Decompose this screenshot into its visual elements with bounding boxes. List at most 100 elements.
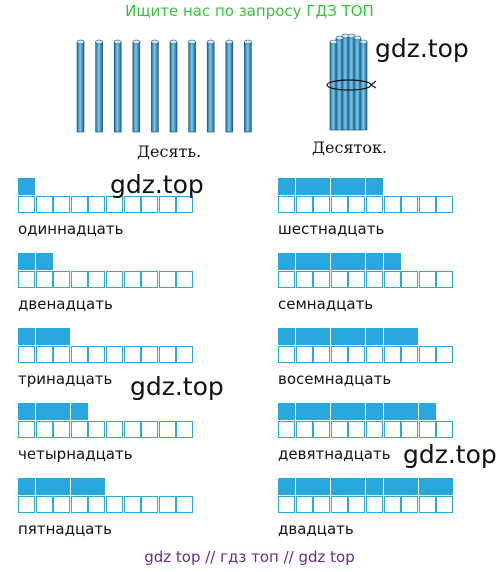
stick-end — [151, 40, 158, 44]
ten-cell — [348, 421, 365, 438]
ones-cell — [71, 478, 88, 495]
stick — [244, 42, 251, 132]
bundle-of-ten-illustration — [318, 30, 380, 136]
ten-cell — [159, 421, 176, 438]
stick — [77, 42, 84, 132]
ten-cell — [331, 196, 348, 213]
ten-cell — [106, 496, 123, 513]
promo-header: Ищите нас по запросу ГДЗ ТОП — [0, 2, 499, 20]
ones-cell — [331, 478, 348, 495]
ones-cell — [313, 478, 330, 495]
number-word: одиннадцать — [18, 220, 123, 238]
ones-cell — [36, 478, 53, 495]
ten-cell — [88, 271, 105, 288]
stick-end — [96, 40, 103, 44]
ten-cell — [18, 196, 35, 213]
ten-cell — [88, 421, 105, 438]
ten-cell — [384, 496, 401, 513]
ten-cell — [419, 196, 436, 213]
ten-cell — [124, 421, 141, 438]
stick — [96, 42, 103, 132]
number-word: двенадцать — [18, 295, 113, 313]
ones-cell — [296, 178, 313, 195]
number-word: тринадцать — [18, 370, 112, 388]
ones-cell — [313, 253, 330, 270]
ones-cell — [384, 253, 401, 270]
ten-cell — [296, 496, 313, 513]
number-word: пятнадцать — [18, 520, 112, 538]
ones-cell — [18, 478, 35, 495]
ten-cell — [331, 496, 348, 513]
ten-cell — [366, 496, 383, 513]
ten-cell — [159, 496, 176, 513]
ten-cell — [384, 271, 401, 288]
ten-cell — [366, 271, 383, 288]
ten-cell — [176, 496, 193, 513]
promo-footer: gdz top // гдз топ // gdz top — [0, 548, 499, 566]
ones-cell — [278, 403, 295, 420]
ten-cell — [366, 196, 383, 213]
ones-cell — [313, 403, 330, 420]
ones-cell — [18, 328, 35, 345]
ones-cell — [384, 403, 401, 420]
ones-cell — [366, 178, 383, 195]
ten-cell — [313, 346, 330, 363]
ten-cell — [18, 496, 35, 513]
ten-cell — [278, 346, 295, 363]
ten-cell — [18, 271, 35, 288]
ten-cell — [141, 346, 158, 363]
ones-cell — [296, 478, 313, 495]
ten-cell — [106, 421, 123, 438]
number-word: семнадцать — [278, 295, 373, 313]
ten-cell — [176, 346, 193, 363]
ones-cell — [366, 253, 383, 270]
ones-cell — [71, 403, 88, 420]
number-grid — [18, 478, 195, 514]
ten-cell — [36, 196, 53, 213]
ten-cell — [401, 271, 418, 288]
ten-cell — [71, 421, 88, 438]
stick — [226, 42, 233, 132]
stick — [207, 42, 214, 132]
ten-cell — [141, 496, 158, 513]
ones-cell — [53, 478, 70, 495]
number-grid — [278, 328, 455, 364]
ten-cell — [436, 196, 453, 213]
ten-cell — [36, 496, 53, 513]
stick-end — [77, 40, 84, 44]
ten-cell — [296, 271, 313, 288]
ten-cell — [71, 271, 88, 288]
ones-cell — [348, 253, 365, 270]
ten-cell — [384, 196, 401, 213]
ten-cell — [124, 496, 141, 513]
stick-end — [244, 40, 251, 44]
number-word: девятнадцать — [278, 445, 391, 463]
stick — [170, 42, 177, 132]
ten-cell — [313, 496, 330, 513]
ten-cell — [401, 346, 418, 363]
number-word: двадцать — [278, 520, 354, 538]
ten-cell — [53, 346, 70, 363]
ten-cell — [36, 271, 53, 288]
ones-cell — [18, 403, 35, 420]
ten-cell — [366, 421, 383, 438]
ones-cell — [18, 178, 35, 195]
stick-end — [226, 40, 233, 44]
ten-cell — [71, 496, 88, 513]
ten-cell — [53, 196, 70, 213]
ten-cell — [53, 421, 70, 438]
number-word: шестнадцать — [278, 220, 384, 238]
ones-cell — [278, 178, 295, 195]
ten-cell — [53, 271, 70, 288]
ones-cell — [419, 403, 436, 420]
ten-cell — [106, 346, 123, 363]
ten-cell — [348, 346, 365, 363]
stick — [114, 42, 121, 132]
ten-cell — [313, 196, 330, 213]
ones-cell — [419, 478, 436, 495]
ten-sticks-caption: Десять. — [137, 142, 201, 161]
ten-cell — [296, 421, 313, 438]
ten-cell — [436, 421, 453, 438]
ones-cell — [384, 328, 401, 345]
ten-cell — [176, 421, 193, 438]
